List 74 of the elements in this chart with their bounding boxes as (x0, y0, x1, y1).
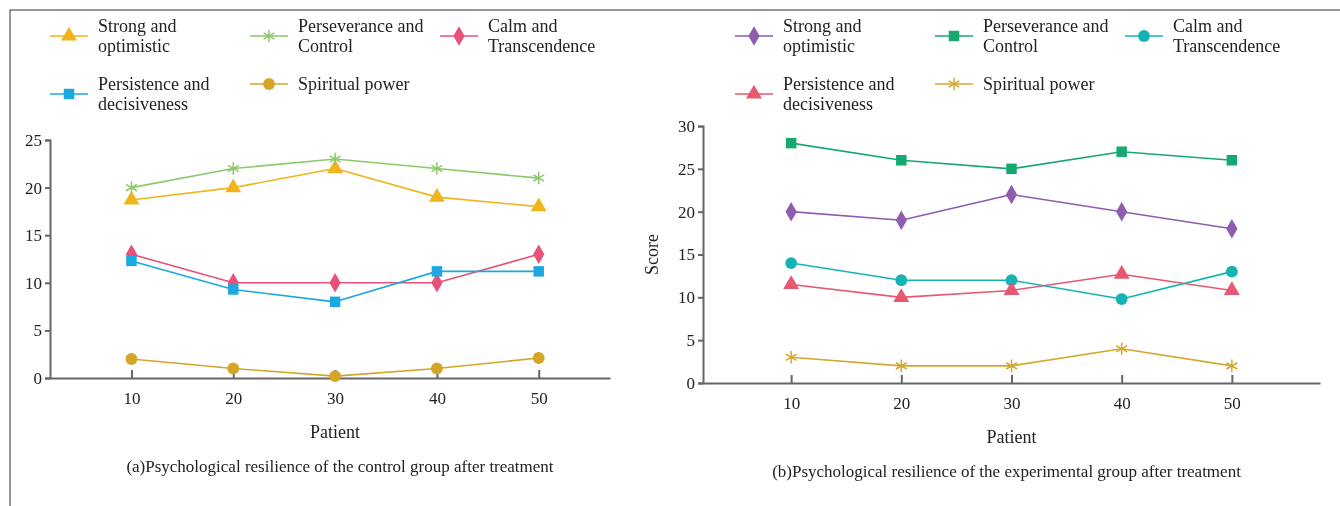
x-axis-title: Patient (310, 422, 361, 442)
point (530, 197, 547, 212)
point (1116, 146, 1127, 157)
point (228, 284, 239, 295)
point (785, 137, 797, 149)
point (125, 353, 138, 365)
point (896, 155, 907, 166)
legend-label: Persistence and decisiveness (98, 74, 210, 114)
y-tick-label: 15 (25, 226, 42, 246)
x-axis-title: Patient (986, 427, 1037, 447)
point (1225, 265, 1238, 278)
x-tick-label: 10 (123, 389, 141, 409)
y-tick-label: 0 (686, 373, 695, 393)
x-tick-label: 10 (783, 394, 801, 414)
point (227, 362, 240, 375)
y-tick-label: 25 (25, 130, 42, 150)
point (1226, 155, 1238, 166)
y-tick-label: 20 (678, 202, 695, 222)
point (1003, 281, 1020, 296)
y-tick-label: 30 (678, 116, 695, 136)
point (1113, 265, 1130, 279)
point (1006, 163, 1017, 175)
point (1223, 281, 1240, 296)
y-tick-label: 5 (686, 331, 695, 351)
point (1115, 293, 1128, 305)
y-tick-label: 20 (25, 178, 42, 198)
point (533, 266, 544, 277)
legend-label: Spiritual power (983, 74, 1095, 94)
point (895, 274, 908, 287)
point (895, 358, 908, 373)
point (430, 161, 444, 176)
point (126, 255, 137, 267)
point (431, 266, 443, 277)
point (328, 152, 342, 167)
legend-label: Strong and optimistic (783, 16, 862, 56)
x-tick-label: 50 (1223, 394, 1241, 414)
point (784, 350, 798, 365)
text: (a)Psychological resilience of the control group after treatment (126, 457, 554, 476)
legend-label: Persistence and decisiveness (783, 74, 895, 114)
x-tick-label: 40 (1113, 394, 1131, 414)
point (227, 161, 240, 176)
legend-label: Perseverance and Control (298, 16, 424, 56)
point (1115, 341, 1128, 356)
legend-label: Calm and Transcendence (488, 16, 596, 56)
y-tick-label: 10 (678, 288, 695, 308)
point (329, 296, 341, 308)
y-tick-label: 25 (678, 159, 695, 179)
y-tick-label: 0 (33, 368, 42, 388)
x-tick-label: 20 (893, 394, 911, 414)
y-tick-label: 5 (33, 321, 42, 341)
y-tick-label: 10 (25, 273, 42, 293)
x-tick-label: 20 (225, 389, 243, 409)
x-tick-label: 30 (327, 389, 345, 409)
point (532, 171, 545, 186)
x-tick-label: 40 (428, 389, 446, 409)
point (783, 275, 800, 290)
point (532, 352, 545, 364)
x-tick-label: 50 (530, 389, 548, 409)
point (785, 257, 798, 269)
legend-label: Perseverance and Control (983, 16, 1109, 56)
legend-label: Calm and Transcendence (1173, 16, 1281, 56)
point (329, 370, 342, 382)
legend-label: Strong and optimistic (98, 16, 177, 56)
x-tick-label: 30 (1003, 394, 1021, 414)
point (1005, 358, 1018, 373)
y-axis-title: Score (642, 234, 662, 275)
point (125, 180, 138, 195)
y-tick-label: 15 (678, 245, 695, 265)
point (430, 362, 443, 375)
point (225, 178, 242, 193)
text: (b)Psychological resilience of the experimental group after treatment (772, 462, 1242, 481)
point (893, 288, 910, 302)
point (1225, 358, 1239, 373)
legend-label: Spiritual power (298, 74, 410, 94)
